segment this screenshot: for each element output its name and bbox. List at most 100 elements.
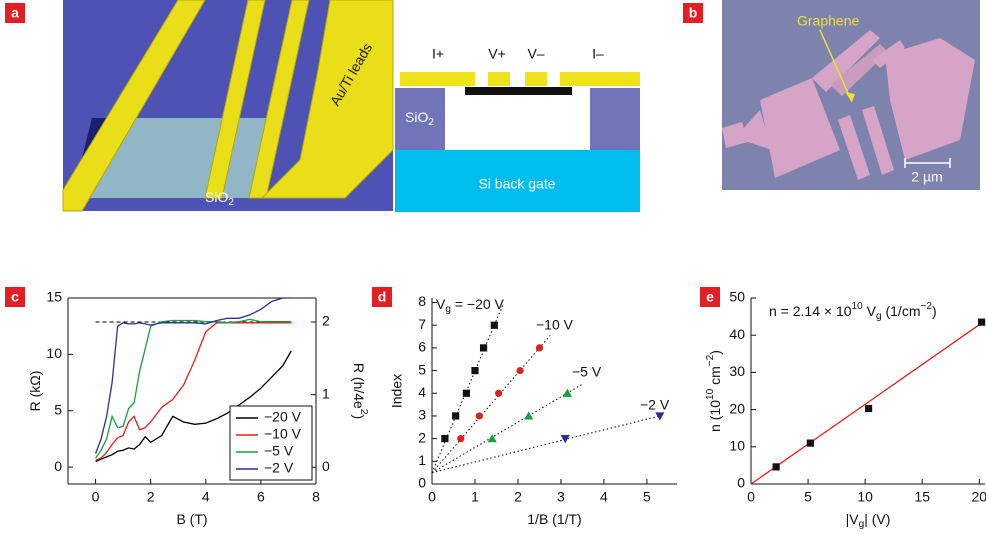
panel-label-box: [5, 287, 25, 307]
y-tick-label: 4: [418, 384, 426, 400]
text-part: 2: [358, 409, 369, 415]
y-tick-label: 10: [46, 345, 62, 361]
y-axis-label: n (1010 cm−2): [705, 350, 723, 432]
x-tick-label: 8: [312, 489, 320, 505]
fit-line: [431, 414, 665, 474]
line: [95, 318, 292, 459]
point: [977, 318, 986, 326]
y2-tick-label: 2: [322, 313, 330, 329]
text-part: B: [176, 511, 185, 527]
text-part: (T): [186, 511, 208, 527]
x-axis-label: |Vg| (V): [846, 511, 891, 530]
text-part: ): [351, 414, 367, 419]
point: [524, 411, 534, 420]
y-tick-label: 1: [418, 452, 426, 468]
y-tick-label: 15: [46, 289, 62, 305]
point: [490, 321, 498, 329]
text-part: |V: [846, 511, 860, 527]
y-tick-label: 50: [729, 289, 745, 305]
legend-label: −2 V: [264, 460, 294, 476]
fit-equation: n = 2.14 × 1010 Vg (1/cm−2): [769, 301, 937, 322]
point: [864, 404, 873, 413]
panel-label: a: [11, 5, 19, 21]
x-tick-label: 0: [747, 489, 755, 505]
text-part: (h/4e: [351, 373, 367, 409]
y-tick-label: 7: [418, 316, 426, 332]
series-label: −10 V: [536, 317, 574, 333]
point: [516, 366, 524, 375]
x-tick-label: 15: [914, 489, 930, 505]
y-tick-label: 6: [418, 339, 426, 355]
x-tick-label: 5: [804, 489, 812, 505]
scale-bar-label: 2 µm: [911, 169, 942, 185]
point: [806, 439, 814, 447]
contact-label: V–: [527, 46, 544, 62]
x-tick-label: 20: [972, 489, 986, 505]
fit-line: [431, 335, 551, 474]
text-part: −2: [705, 354, 716, 366]
x-tick-label: 4: [600, 489, 608, 505]
x-tick-label: 3: [557, 489, 565, 505]
point: [452, 412, 460, 420]
y-tick-label: 5: [418, 361, 426, 377]
y2-axis-label: R (h/4e2): [351, 363, 369, 419]
text-part: | (V): [864, 511, 890, 527]
point: [495, 389, 503, 397]
text-part: ): [707, 350, 723, 355]
text-part: 2: [228, 197, 234, 208]
y-tick-label: 3: [418, 407, 426, 423]
panel-label: e: [706, 289, 714, 305]
text-part: R: [351, 363, 367, 373]
text-part: g: [859, 519, 865, 530]
substrate-label: SiO2: [205, 189, 234, 208]
text-part: 1/: [527, 511, 539, 527]
y-tick-label: 5: [54, 401, 62, 417]
point: [471, 366, 479, 375]
x-tick-label: 0: [92, 489, 100, 505]
line: [95, 350, 292, 463]
panel-label-box: [700, 287, 720, 307]
point: [535, 344, 544, 352]
point: [487, 434, 497, 443]
y-tick-label: 40: [729, 326, 745, 342]
panel-label: b: [689, 5, 698, 21]
text-part: n = 2.14 × 10: [769, 303, 852, 319]
text-part: 2: [428, 117, 434, 128]
x-tick-label: 2: [514, 489, 522, 505]
panel-label-box: [5, 3, 25, 23]
y-tick-label: 20: [729, 400, 745, 416]
text-part: B: [539, 511, 548, 527]
y-tick-label: 0: [418, 475, 426, 491]
x-tick-label: 2: [147, 489, 155, 505]
gate-label: Si back gate: [478, 176, 555, 192]
point: [655, 412, 665, 421]
y-tick-label: 0: [54, 458, 62, 474]
device-render: [62, 0, 394, 212]
contact-label: I–: [592, 46, 604, 62]
series-label: −2 V: [640, 397, 670, 413]
text-part: SiO: [405, 109, 428, 125]
legend-label: −10 V: [264, 426, 302, 442]
x-tick-label: 0: [428, 489, 436, 505]
point: [462, 389, 470, 397]
text-part: = −20 V: [451, 296, 505, 312]
cross-section: [395, 72, 640, 212]
text-part: (kΩ): [27, 371, 43, 402]
point: [562, 388, 572, 397]
x-axis-label: 1/B (1/T): [527, 511, 581, 527]
panel-label-box: [683, 3, 703, 23]
legend-label: −20 V: [264, 409, 302, 425]
fit-line: [431, 383, 583, 474]
text-part: −2: [920, 301, 932, 312]
text-part: (1/T): [548, 511, 581, 527]
point: [479, 344, 488, 352]
legend-label: −5 V: [264, 443, 294, 459]
series-label: Vg = −20 V: [436, 296, 505, 315]
x-tick-label: 5: [643, 489, 651, 505]
text-part: n: [707, 424, 723, 432]
panel-label-box: [372, 287, 392, 307]
y-tick-label: 10: [729, 438, 745, 454]
y-tick-label: 30: [729, 363, 745, 379]
oxide-label: SiO2: [405, 109, 434, 128]
